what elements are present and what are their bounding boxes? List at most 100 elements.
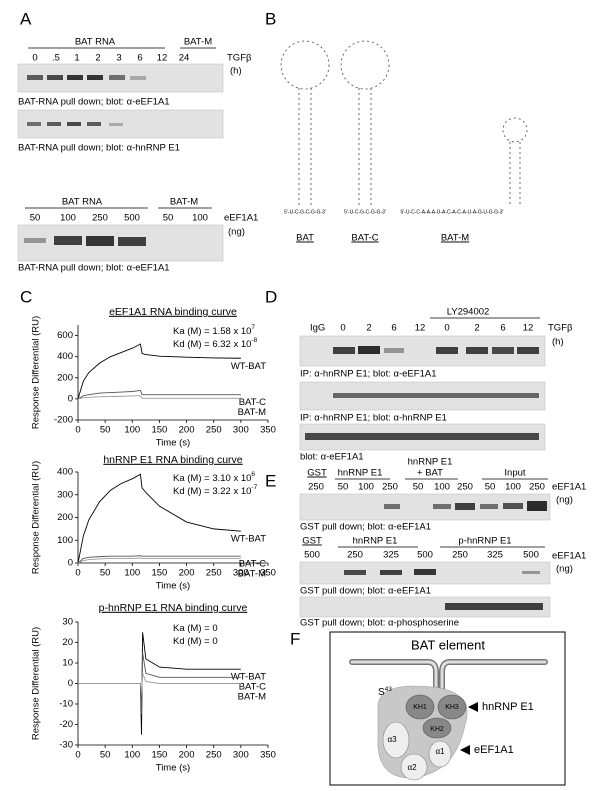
y-tick-label: 30	[62, 617, 73, 628]
gel-bands	[27, 122, 123, 126]
chart-title: eEF1A1 RNA binding curve	[109, 306, 237, 318]
rna-name: BAT-M	[441, 233, 469, 244]
series-label: BAT-C	[239, 397, 266, 408]
band	[87, 75, 103, 80]
x-tick-label: 200	[179, 750, 195, 761]
x-axis-label: Time (s)	[156, 763, 190, 774]
gel-bands	[27, 75, 146, 80]
x-tick-label: 50	[100, 568, 111, 579]
panel-label: E	[265, 471, 276, 490]
x-tick-label: 150	[151, 568, 167, 579]
gel-bands	[24, 236, 146, 246]
series-label: WT-BAT	[231, 361, 266, 372]
lane-label: 0	[340, 323, 345, 334]
band	[455, 503, 475, 510]
band	[130, 76, 146, 80]
lane-label: 50	[338, 482, 349, 493]
series-label: BAT-C	[239, 559, 266, 570]
lane-label: 50	[163, 213, 174, 224]
domain-label: KH2	[430, 726, 444, 733]
hairpin-loop	[502, 117, 528, 143]
gel-bands	[344, 569, 540, 575]
lane-label: 250	[452, 550, 468, 561]
lane-label: 2	[366, 323, 371, 334]
inhibitor-label: LY294002	[447, 307, 490, 318]
band	[333, 393, 539, 398]
blot-caption: IP: α-hnRNP E1; blot: α-eEF1A1	[300, 369, 436, 380]
x-tick-label: 50	[100, 750, 111, 761]
lane-label: 2	[474, 323, 479, 334]
panel-label: C	[20, 287, 32, 306]
band	[27, 122, 41, 126]
lane-label: 1	[74, 53, 79, 64]
y-tick-label: 300	[57, 489, 73, 500]
x-axis-label: Time (s)	[156, 438, 190, 449]
lane-label: 6	[500, 323, 505, 334]
annotation-exponent: -7	[251, 484, 257, 491]
annotation-exponent: 7	[251, 324, 255, 331]
lane-label: 500	[304, 550, 320, 561]
sequence: 5'-U-C-G-C-G-G-3'	[344, 209, 386, 215]
annotation-text: Kd (M) = 6.32 x 10	[173, 339, 251, 350]
gel	[299, 596, 551, 618]
band	[414, 569, 436, 575]
y-tick-label: 0	[68, 678, 73, 689]
y-tick-label: 600	[57, 330, 73, 341]
pointer	[460, 745, 470, 755]
domain	[428, 740, 452, 768]
band	[24, 238, 46, 243]
x-tick-label: 300	[233, 750, 249, 761]
annotation-text: Kd (M) = 3.22 x 10	[173, 486, 251, 497]
band	[384, 348, 404, 353]
lane-label: 250	[308, 482, 324, 493]
series-line	[78, 673, 241, 694]
band	[517, 347, 539, 354]
annotation-text: Ka (M) = 0	[173, 623, 218, 634]
band	[333, 347, 355, 354]
blot-caption: BAT-RNA pull down; blot: α-hnRNP E1	[18, 143, 180, 154]
x-tick-label: 250	[206, 568, 222, 579]
sequence: 5'-U-C-C-A-A-A-U-A-C-A-C-A-U-A-G-U-G-G-3…	[400, 209, 503, 215]
domain	[437, 694, 467, 720]
lane-label: 250	[457, 482, 473, 493]
x-tick-label: 350	[260, 750, 276, 761]
y-tick-label: 400	[57, 467, 73, 478]
lane-label: 500	[523, 550, 539, 561]
x-tick-label: 0	[75, 425, 80, 436]
y-tick-label: -20	[59, 719, 73, 730]
lane-label: 3	[116, 53, 121, 64]
x-tick-label: 100	[124, 568, 140, 579]
group-label: BAT-M	[170, 197, 198, 208]
lane-label: 250	[92, 213, 108, 224]
y-axis-label: Response Differential (RU)	[31, 461, 42, 574]
protein-label: hnRNP E1	[482, 701, 534, 713]
gel-bands	[384, 501, 547, 511]
series-label: BAT-M	[238, 692, 266, 703]
group-label: GST	[307, 468, 327, 479]
blot-caption: GST pull down; blot: α-eEF1A1	[300, 586, 431, 597]
protein-label: eEF1A1	[474, 744, 514, 756]
lane-label: 250	[382, 482, 398, 493]
x-tick-label: 100	[124, 425, 140, 436]
hairpin-loop	[280, 40, 330, 90]
group-label: p-hnRNP E1	[458, 536, 511, 547]
domain	[422, 717, 452, 739]
series-label: BAT-M	[238, 407, 266, 418]
y-tick-label: 400	[57, 351, 73, 362]
lane-label: 500	[417, 550, 433, 561]
lane-label: 500	[124, 213, 140, 224]
site-number: 43	[385, 686, 393, 693]
site-letter: S	[378, 687, 385, 698]
x-tick-label: 350	[260, 568, 276, 579]
x-tick-label: 250	[206, 425, 222, 436]
domain-label: α1	[435, 747, 445, 756]
lane-label: 6	[391, 323, 396, 334]
group-label: hnRNP E1	[408, 457, 453, 468]
annotation: Kd (M) = 6.32 x 10-8	[173, 337, 258, 350]
band	[503, 503, 523, 509]
rna-structures	[280, 40, 528, 205]
lane-label: 24	[179, 53, 190, 64]
y-tick-label: -200	[54, 415, 73, 426]
band	[67, 122, 81, 126]
band	[118, 237, 146, 246]
